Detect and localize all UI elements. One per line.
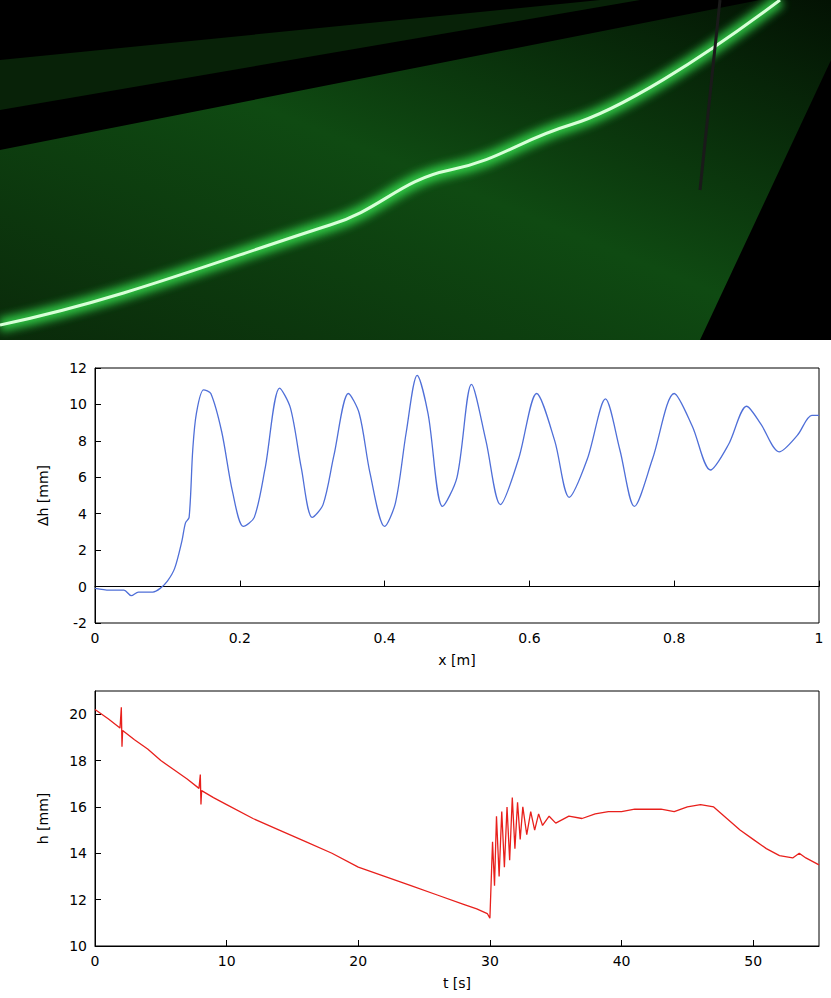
svg-text:20: 20 <box>349 953 367 969</box>
svg-text:0: 0 <box>91 953 100 969</box>
svg-text:0.8: 0.8 <box>663 630 685 646</box>
svg-text:1: 1 <box>815 630 824 646</box>
svg-text:0.4: 0.4 <box>373 630 395 646</box>
svg-text:14: 14 <box>69 845 87 861</box>
svg-text:50: 50 <box>744 953 762 969</box>
svg-text:4: 4 <box>78 506 87 522</box>
svg-text:12: 12 <box>69 360 87 376</box>
svg-text:10: 10 <box>69 938 87 954</box>
svg-text:16: 16 <box>69 799 87 815</box>
svg-text:8: 8 <box>78 433 87 449</box>
svg-text:Δh [mm]: Δh [mm] <box>35 465 51 526</box>
svg-text:0: 0 <box>78 579 87 595</box>
svg-text:t [s]: t [s] <box>443 975 471 991</box>
svg-text:2: 2 <box>78 542 87 558</box>
svg-text:h [mm]: h [mm] <box>35 793 51 845</box>
svg-text:-2: -2 <box>73 615 87 631</box>
svg-text:0.6: 0.6 <box>518 630 540 646</box>
svg-text:20: 20 <box>69 706 87 722</box>
svg-text:12: 12 <box>69 892 87 908</box>
svg-text:18: 18 <box>69 753 87 769</box>
svg-text:10: 10 <box>218 953 236 969</box>
svg-text:6: 6 <box>78 469 87 485</box>
svg-text:10: 10 <box>69 396 87 412</box>
svg-text:30: 30 <box>481 953 499 969</box>
svg-text:x [m]: x [m] <box>438 652 475 668</box>
svg-text:0: 0 <box>91 630 100 646</box>
svg-text:40: 40 <box>613 953 631 969</box>
svg-text:0.2: 0.2 <box>229 630 251 646</box>
